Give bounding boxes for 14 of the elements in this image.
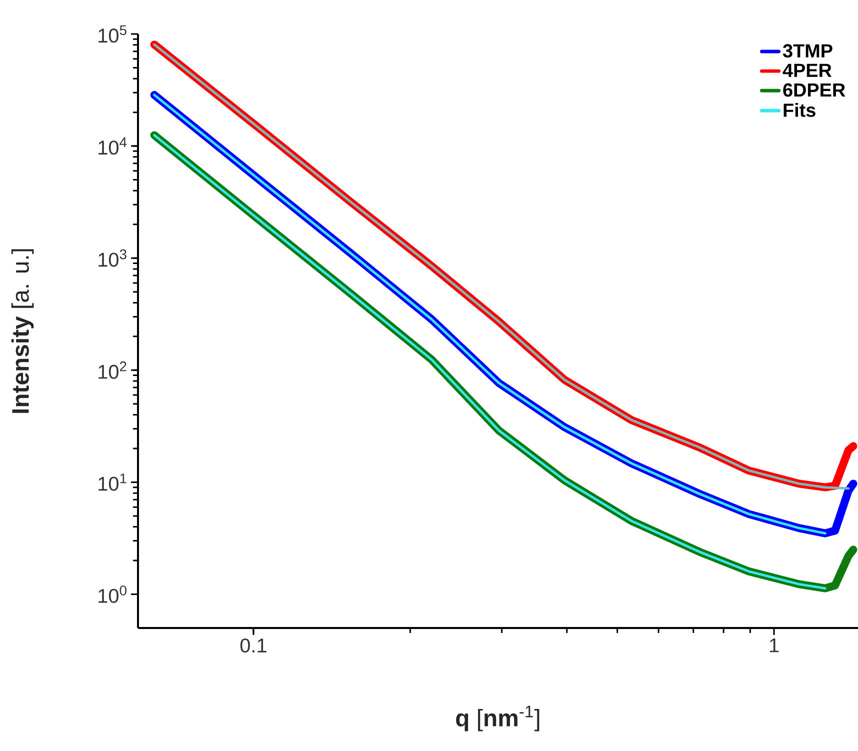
y-tick-label: 10$^{2}$ [98,361,126,379]
legend-label: Fits [784,102,816,117]
x-tick-label: 1 [770,638,779,652]
legend-label: 6DPER [783,83,846,97]
x-tick-label: 0.1 [240,638,266,653]
y-axis-title: Intensity [a. u.] [11,249,34,413]
legend-label: 4PER [782,64,832,77]
legend-label: 3TMP [782,44,832,58]
y-tick-label: 10$^{3}$ [98,249,126,267]
y-tick-label: 10$^{5}$ [98,25,126,43]
y-tick-label: 10$^{1}$ [98,474,126,491]
y-tick-label: 10$^{0}$ [98,586,126,603]
y-tick-label: 10$^{4}$ [98,137,127,155]
x-axis-title: q [nm$^{-1}$] [456,706,540,732]
